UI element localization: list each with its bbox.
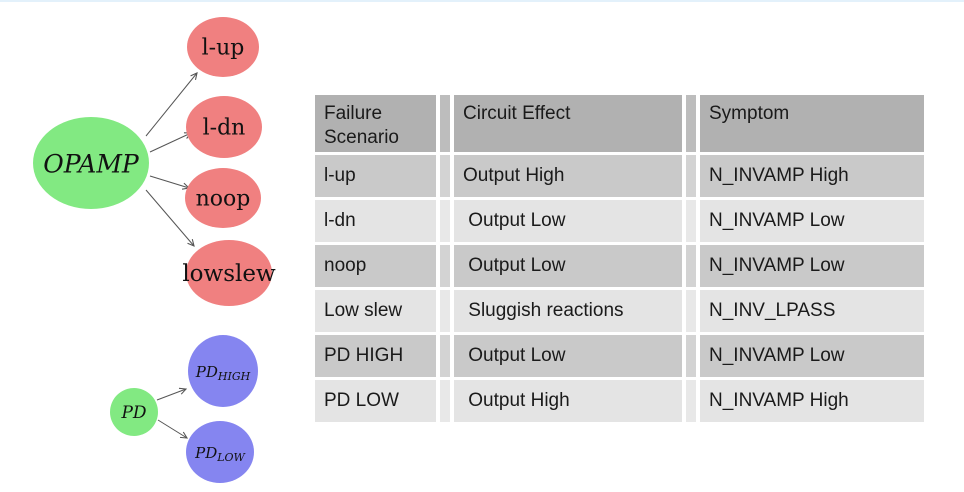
spacer-cell xyxy=(440,335,450,377)
cell-scenario: l-dn xyxy=(315,200,436,242)
pd-node: PD xyxy=(110,388,158,436)
pd-low-label-sub: LOW xyxy=(216,451,246,464)
spacer-cell xyxy=(440,200,450,242)
header-cell-failure-scenario: Failure Scenario xyxy=(315,95,436,152)
spacer-cell xyxy=(686,335,696,377)
fault-tree-diagram: OPAMP l-up l-dn noop lowslew PD PDH xyxy=(33,17,276,483)
l-dn-node: l-dn xyxy=(186,96,262,158)
svg-text:lowslew: lowslew xyxy=(182,261,276,287)
cell-symptom: N_INVAMP Low xyxy=(700,200,924,242)
lowslew-node: lowslew xyxy=(182,240,276,306)
svg-text:l-dn: l-dn xyxy=(203,116,246,141)
cell-effect: Output Low xyxy=(454,335,682,377)
svg-text:PD: PD xyxy=(120,403,146,423)
header-cell-circuit-effect: Circuit Effect xyxy=(454,95,682,152)
edge-opamp-ldn xyxy=(149,132,193,153)
spacer-cell xyxy=(440,155,450,197)
cell-scenario: Low slew xyxy=(315,290,436,332)
cell-symptom: N_INV_LPASS xyxy=(700,290,924,332)
cell-symptom: N_INVAMP High xyxy=(700,155,924,197)
svg-text:PDLOW: PDLOW xyxy=(194,444,246,464)
spacer-cell xyxy=(440,380,450,422)
pd-high-label-main: PD xyxy=(195,363,218,381)
window-top-edge xyxy=(0,0,964,2)
spacer-cell xyxy=(440,290,450,332)
cell-symptom: N_INVAMP High xyxy=(700,380,924,422)
spacer-cell xyxy=(686,290,696,332)
cell-symptom: N_INVAMP Low xyxy=(700,245,924,287)
cell-effect: Sluggish reactions xyxy=(454,290,682,332)
pd-low-node: PDLOW xyxy=(186,421,254,483)
cell-scenario: noop xyxy=(315,245,436,287)
cell-effect: Output Low xyxy=(454,200,682,242)
header-cell-symptom: Symptom xyxy=(700,95,924,152)
cell-scenario: l-up xyxy=(315,155,436,197)
spacer-cell xyxy=(686,380,696,422)
edge-opamp-lowslew xyxy=(145,189,195,247)
spacer-cell xyxy=(686,155,696,197)
edge-pd-pdhigh xyxy=(156,387,188,401)
svg-text:OPAMP: OPAMP xyxy=(43,150,140,179)
spacer-cell xyxy=(440,245,450,287)
svg-text:l-up: l-up xyxy=(202,36,245,61)
spacer-cell xyxy=(686,200,696,242)
header-spacer-cell xyxy=(440,95,450,152)
l-up-node: l-up xyxy=(187,17,259,77)
opamp-node: OPAMP xyxy=(33,117,149,209)
cell-effect: Output High xyxy=(454,380,682,422)
pd-high-label-sub: HIGH xyxy=(217,370,251,383)
cell-scenario: PD LOW xyxy=(315,380,436,422)
cell-symptom: N_INVAMP Low xyxy=(700,335,924,377)
edge-opamp-lup xyxy=(145,72,198,137)
header-spacer-cell xyxy=(686,95,696,152)
cell-effect: Output High xyxy=(454,155,682,197)
spacer-cell xyxy=(686,245,696,287)
cell-effect: Output Low xyxy=(454,245,682,287)
noop-node: noop xyxy=(185,168,261,228)
pd-high-node: PDHIGH xyxy=(188,335,258,407)
svg-text:PDHIGH: PDHIGH xyxy=(195,363,251,383)
pd-low-label-main: PD xyxy=(194,444,217,462)
svg-text:noop: noop xyxy=(196,187,251,212)
cell-scenario: PD HIGH xyxy=(315,335,436,377)
failure-scenario-table: Failure Scenario Circuit Effect Symptom … xyxy=(315,95,924,422)
edge-pd-pdlow xyxy=(157,419,189,439)
edge-opamp-noop xyxy=(149,175,191,190)
